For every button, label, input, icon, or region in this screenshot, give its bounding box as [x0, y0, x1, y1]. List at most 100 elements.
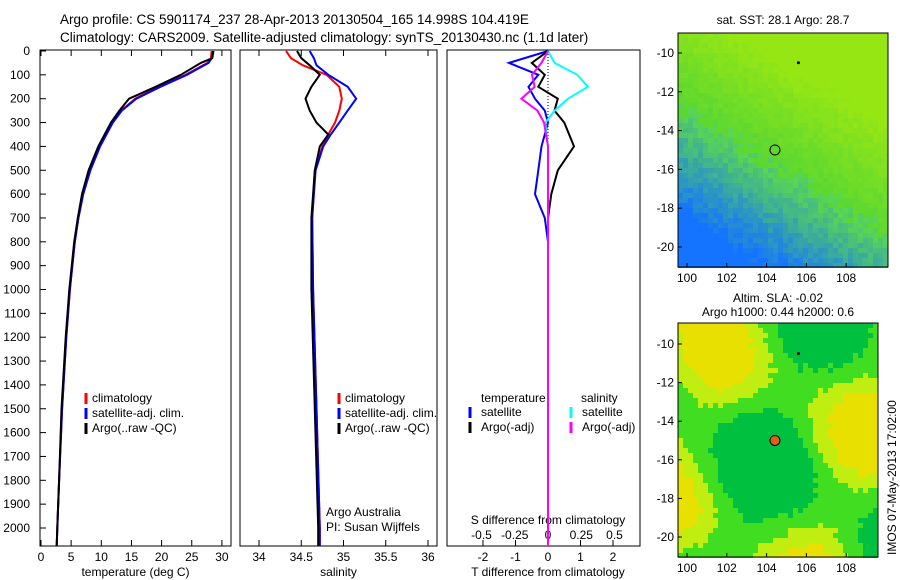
map-cell — [773, 38, 778, 43]
map-cell — [858, 518, 863, 523]
map-cell — [833, 433, 838, 438]
map-cell — [803, 553, 808, 558]
map-cell — [863, 368, 868, 373]
map-cell — [858, 413, 863, 418]
map-cell — [678, 508, 683, 513]
map-cell — [883, 88, 888, 93]
map-title: Altim. SLA: -0.02 — [733, 291, 823, 305]
y-tick-label: 1100 — [4, 306, 30, 320]
map-cell — [753, 553, 758, 558]
map-cell — [768, 378, 773, 383]
map-cell — [773, 363, 778, 368]
map-cell — [728, 98, 733, 103]
x-tick-label: 102 — [717, 561, 737, 575]
map-cell — [828, 518, 833, 523]
map-cell — [753, 533, 758, 538]
map-cell — [748, 258, 753, 263]
map-cell — [873, 523, 878, 528]
map-cell — [713, 433, 718, 438]
map-cell — [868, 418, 873, 423]
map-cell — [753, 543, 758, 548]
map-cell — [718, 258, 723, 263]
map-cell — [823, 228, 828, 233]
map-cell — [828, 198, 833, 203]
map-cell — [698, 398, 703, 403]
map-cell — [828, 78, 833, 83]
map-cell — [718, 328, 723, 333]
map-cell — [833, 143, 838, 148]
map-cell — [843, 508, 848, 513]
map-cell — [763, 48, 768, 53]
map-cell — [798, 83, 803, 88]
map-cell — [823, 108, 828, 113]
map-cell — [858, 428, 863, 433]
map-cell — [708, 393, 713, 398]
map-cell — [713, 223, 718, 228]
map-cell — [873, 553, 878, 558]
map-cell — [758, 378, 763, 383]
map-cell — [818, 413, 823, 418]
map-cell — [748, 103, 753, 108]
map-cell — [838, 188, 843, 193]
map-cell — [748, 493, 753, 498]
map-cell — [703, 238, 708, 243]
map-cell — [813, 238, 818, 243]
map-cell — [788, 208, 793, 213]
map-cell — [708, 478, 713, 483]
map-cell — [823, 158, 828, 163]
map-cell — [733, 518, 738, 523]
map-cell — [683, 328, 688, 333]
x-tick-label: 2 — [610, 550, 617, 564]
map-cell — [763, 533, 768, 538]
map-cell — [798, 533, 803, 538]
map-cell — [778, 58, 783, 63]
map-cell — [718, 123, 723, 128]
map-cell — [803, 373, 808, 378]
map-cell — [783, 183, 788, 188]
map-cell — [708, 208, 713, 213]
map-cell — [873, 468, 878, 473]
map-cell — [683, 173, 688, 178]
map-cell — [773, 348, 778, 353]
map-cell — [753, 348, 758, 353]
map-cell — [723, 98, 728, 103]
map-cell — [853, 173, 858, 178]
map-cell — [833, 73, 838, 78]
map-cell — [873, 443, 878, 448]
map-cell — [793, 213, 798, 218]
map-cell — [728, 418, 733, 423]
map-cell — [838, 238, 843, 243]
map-cell — [738, 468, 743, 473]
map-cell — [718, 148, 723, 153]
map-cell — [803, 468, 808, 473]
map-cell — [678, 428, 683, 433]
map-cell — [843, 158, 848, 163]
map-cell — [718, 333, 723, 338]
map-cell — [838, 353, 843, 358]
map-cell — [733, 423, 738, 428]
map-cell — [848, 173, 853, 178]
map-cell — [758, 188, 763, 193]
map-cell — [863, 493, 868, 498]
x-tick-label: 100 — [677, 271, 697, 285]
map-cell — [698, 223, 703, 228]
map-cell — [853, 38, 858, 43]
map-cell — [698, 458, 703, 463]
map-cell — [683, 388, 688, 393]
map-cell — [858, 78, 863, 83]
map-cell — [768, 58, 773, 63]
map-cell — [848, 113, 853, 118]
map-cell — [753, 513, 758, 518]
map-cell — [838, 218, 843, 223]
map-cell — [743, 388, 748, 393]
map-cell — [773, 488, 778, 493]
series-line-2 — [55, 50, 215, 546]
map-cell — [678, 178, 683, 183]
map-cell — [693, 488, 698, 493]
map-cell — [833, 403, 838, 408]
map-cell — [688, 383, 693, 388]
map-cell — [843, 543, 848, 548]
map-cell — [738, 483, 743, 488]
map-cell — [803, 243, 808, 248]
map-cell — [693, 343, 698, 348]
